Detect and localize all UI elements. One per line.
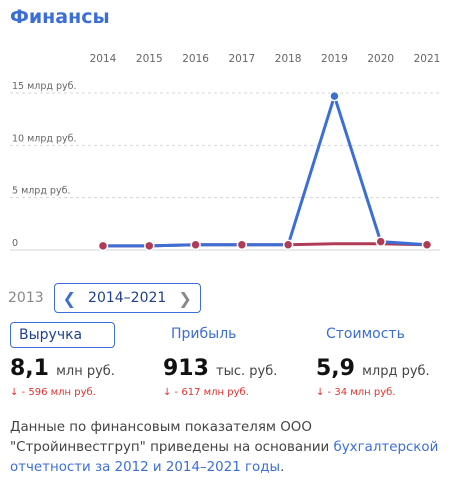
- series-line: [103, 94, 428, 248]
- year-range-selector[interactable]: ❮ 2014–2021 ❯: [53, 283, 201, 313]
- y-tick-label: 10 млрд руб.: [12, 133, 77, 144]
- profit-unit: тыс. руб.: [216, 364, 278, 379]
- cost-unit: млрд руб.: [362, 364, 430, 379]
- x-tick-label: 2014: [90, 53, 117, 65]
- x-tick-label: 2018: [275, 53, 302, 65]
- x-tick-label: 2015: [136, 53, 163, 65]
- y-tick-label: 0: [12, 238, 18, 249]
- metric-value: 913 тыс. руб.: [163, 356, 277, 381]
- revenue-change: ↓ - 596 млн руб.: [10, 387, 96, 398]
- data-point: [282, 239, 294, 251]
- chart-svg: 2014 2015 2016 2017 2018 2019 2020 2021 15 млрд …: [10, 53, 441, 252]
- cost-change: ↓ - 34 млн руб.: [316, 387, 396, 398]
- revenue-value: 8,1: [10, 356, 49, 381]
- data-point: [190, 239, 201, 251]
- page-title: Финансы: [10, 6, 110, 28]
- year-range-label: 2014–2021: [88, 290, 167, 306]
- chevron-left-icon[interactable]: ❮: [62, 288, 77, 308]
- prev-year-label[interactable]: 2013: [8, 290, 44, 306]
- metric-value: 8,1 млн руб.: [10, 356, 115, 381]
- profit-change: ↓ - 617 млн руб.: [163, 387, 249, 398]
- metric-value-cost: Стоимость 5,9 млрд руб. ↓ - 34 млн руб.: [316, 322, 430, 398]
- finance-chart: 2014 2015 2016 2017 2018 2019 2020 2021 15 млрд …: [0, 40, 449, 270]
- metric-revenue: Выручка 8,1 млн руб. ↓ - 596 млн руб.: [10, 322, 115, 398]
- cost-value: 5,9: [316, 356, 355, 381]
- data-point: [97, 240, 109, 252]
- x-tick-label: 2020: [367, 53, 394, 65]
- x-tick-label: 2019: [321, 53, 348, 65]
- x-tick-label: 2017: [228, 53, 255, 65]
- y-tick-label: 15 млрд руб.: [12, 81, 77, 92]
- data-point: [375, 236, 386, 247]
- data-point: [329, 90, 340, 102]
- tab-value[interactable]: Стоимость: [326, 326, 405, 342]
- metrics-row: Выручка 8,1 млн руб. ↓ - 596 млн руб. Пр…: [0, 322, 449, 412]
- profit-value: 913: [163, 356, 209, 381]
- report-link[interactable]: бухгалтерской отчетности за 2012 и 2014–…: [10, 440, 439, 475]
- tab-profit[interactable]: Прибыль: [171, 326, 237, 342]
- x-tick-label: 2016: [182, 53, 209, 65]
- data-point: [236, 239, 248, 251]
- chevron-right-icon[interactable]: ❯: [178, 288, 192, 308]
- data-point: [144, 240, 155, 252]
- year-pager: 2013 ❮ 2014–2021 ❯: [8, 283, 201, 313]
- y-tick-label: 5 млрд руб.: [12, 186, 70, 197]
- metric-value: 5,9 млрд руб.: [316, 356, 430, 381]
- source-note: Данные по финансовым показателям ООО "Ст…: [10, 418, 440, 478]
- x-tick-label: 2021: [414, 53, 441, 65]
- tab-revenue[interactable]: Выручка: [10, 322, 115, 348]
- note-end: .: [280, 460, 285, 475]
- data-point: [421, 239, 433, 251]
- metric-profit: Прибыль 913 тыс. руб. ↓ - 617 млн руб.: [163, 322, 277, 398]
- note-text: Данные по финансовым показателям ООО "Ст…: [10, 420, 334, 455]
- revenue-unit: млн руб.: [56, 364, 115, 379]
